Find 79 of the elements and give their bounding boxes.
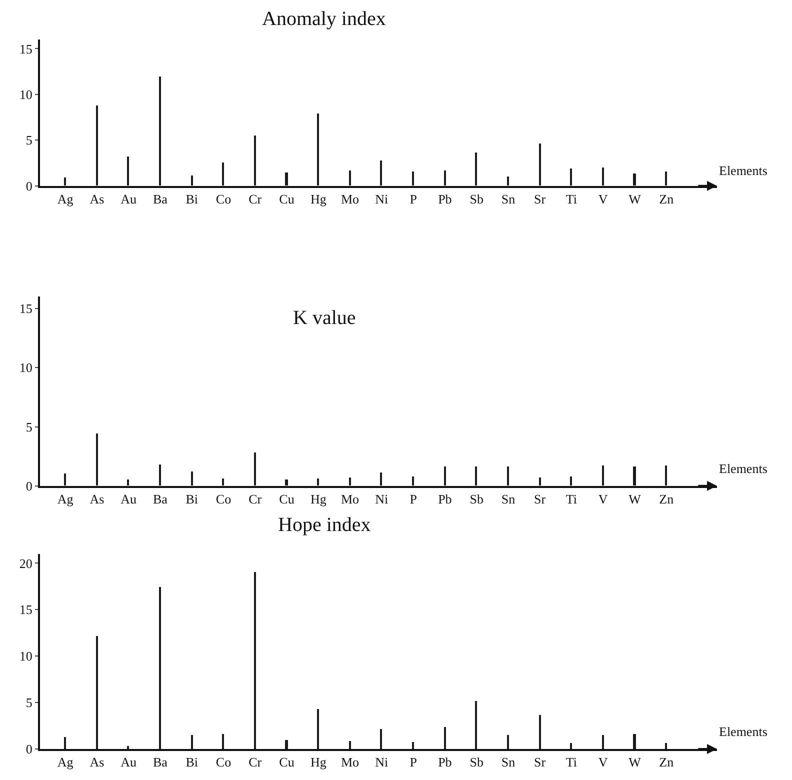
x-tick-label: V: [598, 191, 608, 206]
x-tick-label: Ba: [152, 191, 168, 206]
x-tick-label: P: [410, 754, 417, 770]
x-tick-label: Cu: [279, 754, 295, 770]
x-tick-label: Cu: [279, 492, 295, 507]
y-tick-label: 10: [19, 648, 32, 664]
x-tick-label: Co: [216, 191, 232, 206]
x-tick-label: As: [90, 191, 104, 206]
x-tick-label: Sr: [534, 191, 546, 206]
x-tick-label: Mo: [341, 492, 360, 507]
x-axis-title: Elements: [719, 461, 768, 476]
x-tick-label: Zn: [659, 492, 674, 507]
y-tick-label: 10: [19, 86, 32, 102]
x-tick-label: Ni: [375, 492, 389, 507]
x-tick-label: Ni: [375, 754, 389, 770]
x-tick-label: Mo: [341, 191, 360, 206]
x-tick-label: Ti: [566, 754, 578, 770]
x-tick-label: Au: [120, 492, 138, 507]
x-tick-label: Sn: [501, 191, 516, 206]
x-tick-label: Ba: [152, 754, 168, 770]
x-tick-label: Au: [120, 754, 138, 770]
x-tick-label: Cr: [248, 492, 262, 507]
x-tick-label: Sr: [534, 754, 546, 770]
x-tick-label: Ba: [152, 492, 168, 507]
x-tick-label: Ag: [57, 492, 74, 507]
y-tick-label: 0: [26, 178, 32, 194]
x-tick-label: V: [598, 492, 608, 507]
x-tick-label: Co: [216, 754, 232, 770]
x-tick-label: Zn: [659, 754, 674, 770]
x-tick-label: Hg: [310, 754, 327, 770]
x-tick-label: W: [628, 754, 642, 770]
x-tick-label: Pb: [438, 492, 452, 507]
x-tick-label: Sb: [470, 754, 484, 770]
x-tick-label: Bi: [186, 191, 198, 206]
x-tick-label: Au: [120, 191, 138, 206]
y-tick-label: 20: [19, 556, 32, 571]
text: K value: [293, 307, 356, 329]
x-tick-label: Sn: [501, 492, 516, 507]
x-tick-label: Zn: [659, 191, 674, 206]
x-tick-label: As: [90, 754, 104, 770]
x-tick-label: Bi: [186, 492, 198, 507]
x-tick-label: Cu: [279, 191, 295, 206]
y-tick-label: 15: [19, 301, 32, 316]
x-axis-title: Elements: [719, 724, 768, 739]
x-tick-label: Mo: [341, 754, 360, 770]
x-tick-label: P: [410, 492, 417, 507]
x-tick-label: Ni: [375, 191, 389, 206]
x-tick-label: Hg: [310, 492, 327, 507]
y-tick-label: 5: [26, 132, 32, 148]
chart-title: Hope index: [278, 514, 371, 536]
x-tick-label: V: [598, 754, 608, 770]
chart-title: Anomaly index: [262, 8, 386, 30]
x-tick-label: Bi: [186, 754, 198, 770]
y-tick-label: 15: [19, 602, 32, 618]
y-tick-label: 5: [26, 419, 32, 434]
x-tick-label: Ti: [566, 492, 578, 507]
y-tick-label: 0: [26, 478, 32, 494]
x-tick-label: W: [628, 191, 642, 206]
x-tick-label: Sb: [470, 492, 484, 507]
x-axis-title: Elements: [719, 163, 768, 178]
y-tick-label: 10: [19, 360, 32, 376]
x-tick-label: W: [628, 492, 642, 507]
x-tick-label: Cr: [248, 754, 262, 770]
x-tick-label: Ag: [57, 191, 74, 206]
x-tick-label: Ag: [57, 754, 74, 770]
x-tick-label: Sb: [470, 191, 484, 206]
y-tick-label: 5: [26, 695, 32, 710]
x-tick-label: Pb: [438, 191, 452, 206]
x-tick-label: Hg: [310, 191, 327, 206]
x-tick-label: Ti: [566, 191, 578, 206]
x-tick-label: Sr: [534, 492, 546, 507]
y-tick-label: 0: [26, 742, 32, 757]
x-tick-label: Sn: [501, 754, 516, 770]
x-tick-label: As: [90, 492, 104, 507]
x-tick-label: Pb: [438, 754, 452, 770]
y-tick-label: 15: [19, 41, 32, 56]
x-tick-label: Cr: [248, 191, 262, 206]
x-tick-label: Co: [216, 492, 232, 507]
x-tick-label: P: [410, 191, 417, 206]
